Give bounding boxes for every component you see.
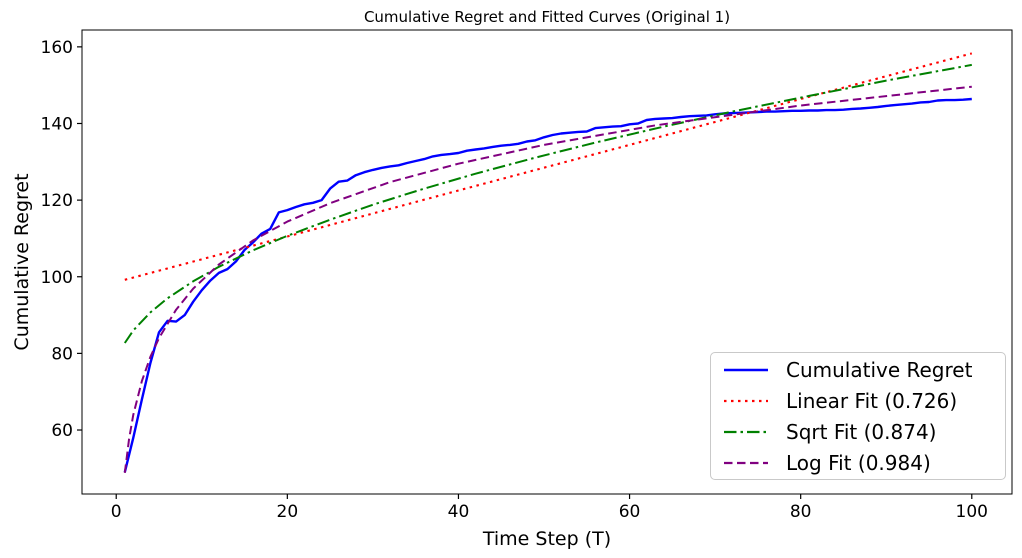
legend-item-linear-fit: Linear Fit (0.726) bbox=[711, 385, 1005, 416]
x-axis-label: Time Step (T) bbox=[482, 528, 612, 550]
legend-line-log-fit-icon bbox=[724, 461, 768, 464]
legend-item-log-fit: Log Fit (0.984) bbox=[711, 447, 1005, 478]
series-line-cumulative-regret bbox=[123, 97, 972, 473]
chart-title: Cumulative Regret and Fitted Curves (Ori… bbox=[363, 8, 731, 26]
y-axis-label: Cumulative Regret bbox=[11, 173, 33, 351]
x-tick-label: 100 bbox=[956, 502, 988, 522]
x-tick-label: 20 bbox=[277, 502, 299, 522]
y-tick-label: 120 bbox=[41, 191, 73, 211]
axes-spines bbox=[81, 29, 1013, 495]
series-line-sqrt-fit bbox=[123, 63, 972, 344]
legend-label-linear-fit: Linear Fit (0.726) bbox=[786, 388, 958, 413]
x-tick-label: 40 bbox=[448, 502, 470, 522]
legend-label-sqrt-fit: Sqrt Fit (0.874) bbox=[786, 419, 937, 444]
legend-line-cumulative-regret-icon bbox=[724, 368, 768, 371]
series-line-linear-fit bbox=[124, 52, 973, 281]
legend-item-cumulative-regret: Cumulative Regret bbox=[711, 354, 1005, 385]
y-tick-label: 80 bbox=[51, 344, 73, 364]
legend-label-cumulative-regret: Cumulative Regret bbox=[786, 357, 973, 382]
legend: Cumulative Regret Linear Fit (0.726) Sqr… bbox=[710, 352, 1006, 480]
x-tick-label: 60 bbox=[619, 502, 641, 522]
x-tick-label: 0 bbox=[111, 502, 122, 522]
y-tick-label: 60 bbox=[51, 421, 73, 441]
legend-line-linear-fit-icon bbox=[724, 399, 768, 402]
y-tick-label: 160 bbox=[41, 38, 73, 58]
x-tick-label: 80 bbox=[790, 502, 812, 522]
series-line-log-fit bbox=[123, 85, 972, 474]
y-tick-label: 100 bbox=[41, 268, 73, 288]
legend-line-sqrt-fit-icon bbox=[724, 430, 768, 433]
legend-label-log-fit: Log Fit (0.984) bbox=[786, 450, 931, 475]
y-tick-label: 140 bbox=[41, 114, 73, 134]
legend-item-sqrt-fit: Sqrt Fit (0.874) bbox=[711, 416, 1005, 447]
